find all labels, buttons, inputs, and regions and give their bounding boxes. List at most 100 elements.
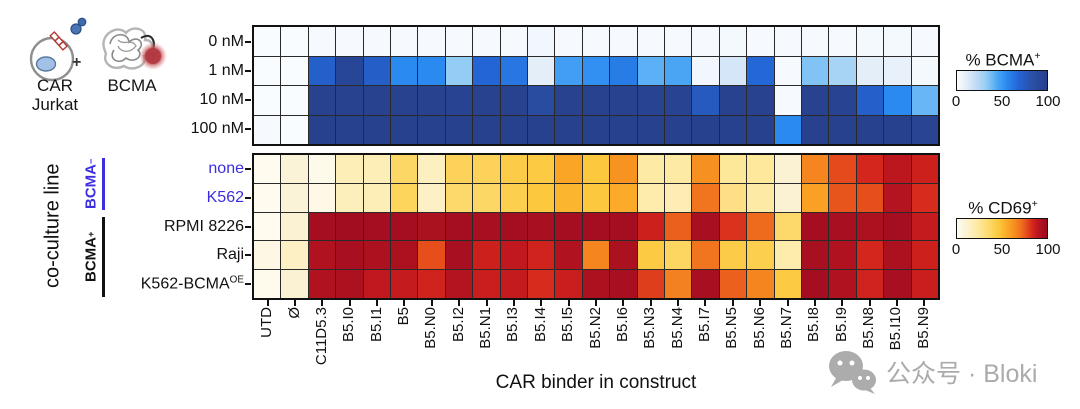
x-tick-label: B5.N9 <box>914 307 932 349</box>
bcma-heatmap <box>252 25 940 146</box>
heatmap-cell <box>774 86 801 115</box>
colorbar-tick-label: 0 <box>951 93 961 110</box>
heatmap-cell <box>418 115 445 144</box>
cd69-colorbar-title: % CD69+ <box>968 198 1038 218</box>
heatmap-cell <box>390 27 418 56</box>
heatmap-cell <box>829 115 856 144</box>
heatmap-cell <box>418 241 445 270</box>
heatmap-cell <box>582 56 610 85</box>
heatmap-cell <box>390 56 418 85</box>
heatmap-cell <box>281 115 308 144</box>
heatmap-cell <box>747 212 774 241</box>
heatmap-cell <box>527 56 555 85</box>
heatmap-cell <box>500 155 527 183</box>
heatmap-cell <box>856 212 884 241</box>
heatmap-cell <box>774 183 801 212</box>
heatmap-cell <box>911 86 938 115</box>
heatmap-cell <box>664 183 692 212</box>
x-tick <box>595 300 597 306</box>
heatmap-cell <box>473 212 500 241</box>
heatmap-cell <box>829 86 856 115</box>
x-tick-label: C11D5.3 <box>312 307 330 366</box>
heatmap-cell <box>308 115 336 144</box>
heatmap-cell <box>856 86 884 115</box>
coculture-row-label: RPMI 8226 <box>163 217 244 235</box>
heatmap-cell <box>418 212 445 241</box>
heatmap-cell <box>555 56 582 85</box>
watermark: 公众号 · Bloki <box>826 348 1037 396</box>
heatmap-cell <box>500 27 527 56</box>
heatmap-cell <box>281 86 308 115</box>
heatmap-cell <box>692 212 719 241</box>
bcma-negative-group-label: BCMA − <box>82 158 100 209</box>
heatmap-cell <box>363 212 390 241</box>
y-tick <box>245 254 251 257</box>
heatmap-cell <box>884 155 911 183</box>
heatmap-cell <box>473 155 500 183</box>
heatmap-cell <box>582 241 610 270</box>
heatmap-cell <box>801 115 829 144</box>
heatmap-cell <box>610 212 637 241</box>
heatmap-cell <box>856 270 884 298</box>
heatmap-cell <box>829 56 856 85</box>
x-tick-label: B5.I5 <box>559 307 577 343</box>
y-tick <box>245 168 251 171</box>
x-tick-label: B5.N5 <box>723 307 741 349</box>
heatmap-cell <box>555 183 582 212</box>
x-tick-label: B5.N6 <box>750 307 768 349</box>
heatmap-cell <box>308 212 336 241</box>
heatmap-cell <box>637 183 664 212</box>
heatmap-cell <box>527 115 555 144</box>
heatmap-cell <box>664 241 692 270</box>
y-tick <box>245 40 251 43</box>
heatmap-cell <box>500 270 527 298</box>
x-tick-label: B5.I8 <box>805 307 823 343</box>
coculture-row-label: K562-BCMAOE <box>140 274 244 293</box>
heatmap-cell <box>856 155 884 183</box>
heatmap-cell <box>363 115 390 144</box>
x-tick-label: B5.N7 <box>778 307 796 349</box>
heatmap-cell <box>473 183 500 212</box>
heatmap-cell <box>281 212 308 241</box>
heatmap-cell <box>527 155 555 183</box>
heatmap-cell <box>390 155 418 183</box>
x-tick <box>677 300 680 306</box>
y-tick <box>245 99 251 102</box>
heatmap-cell <box>719 212 747 241</box>
x-tick <box>649 300 652 306</box>
heatmap-cell <box>336 86 363 115</box>
heatmap-cell <box>473 86 500 115</box>
heatmap-cell <box>856 27 884 56</box>
heatmap-cell <box>473 56 500 85</box>
heatmap-cell <box>308 86 336 115</box>
bcma-colorbar-ticks: 0 50 100 <box>952 93 1061 110</box>
heatmap-cell <box>254 155 281 183</box>
heatmap-cell <box>664 115 692 144</box>
heatmap-cell <box>254 241 281 270</box>
heatmap-cell <box>719 270 747 298</box>
heatmap-cell <box>884 183 911 212</box>
heatmap-cell <box>610 241 637 270</box>
heatmap-cell <box>884 212 911 241</box>
x-tick-label: B5.N3 <box>641 307 659 349</box>
heatmap-cell <box>747 56 774 85</box>
heatmap-cell <box>281 183 308 212</box>
heatmap-cell <box>719 241 747 270</box>
bcma-negative-group-line <box>102 158 105 210</box>
heatmap-cell <box>363 241 390 270</box>
heatmap-cell <box>527 183 555 212</box>
concentration-row-label: 10 nM <box>199 91 244 109</box>
heatmap-cell <box>254 27 281 56</box>
bcma-protein-icon <box>102 27 167 70</box>
heatmap-cell <box>884 56 911 85</box>
heatmap-cell <box>582 27 610 56</box>
heatmap-cell <box>610 270 637 298</box>
x-tick-label: B5.N8 <box>860 307 878 349</box>
heatmap-cell <box>336 27 363 56</box>
heatmap-cell <box>801 27 829 56</box>
heatmap-cell <box>254 115 281 144</box>
heatmap-cell <box>527 212 555 241</box>
heatmap-cell <box>610 86 637 115</box>
x-tick-label: UTD <box>258 307 276 338</box>
